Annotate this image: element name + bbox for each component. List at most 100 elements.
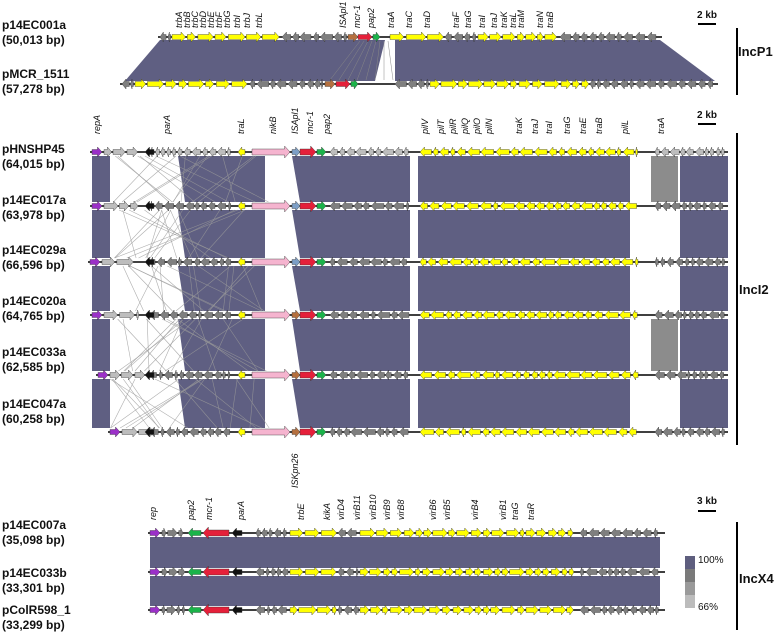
inci2-track-p14ec033a-para: [144, 369, 155, 381]
incp1-track-p14ec001a-gene-yellow: [489, 31, 502, 43]
gene-label-trar: traR: [526, 502, 536, 520]
incx4-track-p14ec007a-gene-yellow: [548, 527, 558, 539]
inci2-cross-link: [188, 209, 221, 259]
inci2-track-phnshp45-gene-lightgrey: [685, 146, 694, 158]
incp1-track-pmcr1511-gene-yellow: [496, 78, 510, 90]
inci2-track-p14ec033a-gene-yellow: [531, 369, 538, 381]
inci2-track-p14ec017a-gene-yellow: [452, 200, 465, 212]
incp1-track-pmcr1511-gene-yellow: [205, 78, 215, 90]
incx4-track-pcolr598-gene-yellow: [390, 604, 403, 616]
inci2-track-p14ec029a-gene-yellow: [579, 256, 591, 268]
identity-legend-min-label: 66%: [698, 602, 719, 613]
inci2-track-p14ec017a-gene-yellow: [535, 200, 545, 212]
inci2-track-p14ec033a-gene-yellow: [522, 369, 530, 381]
incp1-track-pmcr1511-gene-grey: [677, 78, 686, 90]
inci2-cross-link: [222, 155, 236, 203]
incp1-track-pmcr1511-gene-yellow: [518, 78, 531, 90]
gene-label-virb1: virB1: [498, 499, 508, 520]
inci2-track-p14ec029a-gene-grey: [200, 256, 210, 268]
inci2-track-p14ec029a-gene-yellow: [449, 256, 462, 268]
inci2-track-p14ec033a-gene-yellow: [419, 369, 432, 381]
incp1-track-pmcr1511-gene-grey: [596, 78, 601, 90]
plasmid-label-p14ec033a: p14EC033a (62,585 bp): [2, 345, 67, 374]
inci2-track-p14ec020a-gene-yellow: [584, 309, 592, 321]
inci2-track-phnshp45-gene-lightgrey: [329, 146, 338, 158]
incx4-track-p14ec007a-gene-grey: [346, 527, 357, 539]
inci2-track-p14ec029a-gene-grey: [358, 256, 370, 268]
inci2-track-p14ec020a-gene-yellow: [504, 309, 516, 321]
inci2-track-p14ec029a-gene-grey: [684, 256, 690, 268]
inci2-cross-link: [149, 209, 183, 259]
inci2-track-phnshp45-gene-lightgrey: [217, 146, 226, 158]
inci2-track-p14ec020a-repa: [91, 309, 103, 321]
inci2-band-c: [680, 156, 728, 202]
inci2-track-phnshp45-nikb: [251, 145, 291, 159]
inci2-track-p14ec047a-gene-grey: [399, 426, 409, 438]
inci2-track-p14ec017a-gene-grey: [393, 200, 404, 212]
inci2-track-phnshp45-isapl1: [291, 146, 301, 158]
incp1-track-pmcr1511-gene-yellow: [147, 78, 164, 90]
inci2-band-left: [92, 319, 110, 371]
inci2-cross-link: [249, 378, 255, 429]
incx4-track-p14ec007a-gene-yellow: [423, 527, 432, 539]
inci2-track-phnshp45-repa: [91, 146, 103, 158]
incx4-track-p14ec033b-gene-grey: [585, 566, 598, 578]
inci2-cross-link: [132, 378, 200, 429]
inci2-cross-link: [121, 155, 177, 203]
gene-label-trbd: trbD: [198, 10, 208, 28]
inci2-track-p14ec047a-gene-yellow: [515, 426, 527, 438]
inci2-track-p14ec020a-gene-grey: [213, 309, 223, 321]
inci2-cross-link: [167, 265, 262, 312]
inci2-track-p14ec047a-gene-grey: [704, 426, 710, 438]
incp1-track-p14ec001a-gene-grey: [605, 31, 616, 43]
inci2-track-p14ec029a-gene-grey: [660, 256, 665, 268]
inci2-track-phnshp45-gene-lightgrey: [346, 146, 355, 158]
gene-label-pilq: pilQ: [460, 118, 470, 135]
gene-label-tran: traN: [535, 10, 545, 28]
inci2-band-c: [680, 379, 728, 428]
inci2-band-left: [92, 210, 110, 258]
inci2-track-p14ec033a-mcr1: [299, 368, 317, 382]
incx4-track-p14ec033b-rep: [149, 566, 161, 578]
inci2-track-p14ec017a-gene-yellow: [419, 200, 428, 212]
inci2-track-p14ec020a-gene-yellow: [593, 309, 603, 321]
incp1-track-p14ec001a-gene-yellow: [197, 31, 214, 43]
inci2-track-p14ec029a-gene-yellow: [462, 256, 472, 268]
identity-legend-swatch: [685, 569, 695, 582]
incx4-track-p14ec007a-gene-yellow: [321, 527, 337, 539]
incp1-track-p14ec001a-gene-yellow: [427, 31, 444, 43]
incx4-track-p14ec033b-gene-yellow: [534, 566, 542, 578]
gene-label-mcr-1: mcr-1: [204, 497, 214, 520]
incx4-track-pcolr598-gene-yellow: [539, 604, 553, 616]
inci2-track-p14ec033a-gene-grey: [329, 369, 338, 381]
gene-label-pilr: pilR: [448, 118, 458, 135]
inci2-track-p14ec033a-gene-yellow: [592, 369, 608, 381]
inci2-track-p14ec047a-gene-grey: [175, 426, 180, 438]
incx4-track-pcolr598-gene-grey: [630, 604, 637, 616]
incx4-track-pcolr598-gene-grey: [266, 604, 270, 616]
inci2-track-p14ec047a-gene-yellow: [460, 426, 466, 438]
incp1-track-p14ec001a-gene-yellow: [544, 31, 557, 43]
inci2-track-p14ec033a-gene-yellow: [501, 369, 514, 381]
inci2-track-p14ec020a-gene-yellow: [452, 309, 461, 321]
inci2-cross-link: [134, 318, 180, 372]
inci2-track-p14ec029a-gene-grey: [157, 256, 165, 268]
gene-label-trbc: trbC: [190, 10, 200, 28]
incp1-track-pmcr1511-gene-grey: [686, 78, 697, 90]
inci2-track-phnshp45-gene-lightgrey: [680, 146, 686, 158]
inci2-track-p14ec017a-gene-grey: [329, 200, 341, 212]
incx4-track-pcolr598-gene-yellow: [404, 604, 414, 616]
inci2-track-p14ec029a-gene-yellow: [569, 256, 580, 268]
incx4-track-pcolr598-gene-grey: [607, 604, 615, 616]
inci2-track-p14ec017a-gene-yellow: [608, 200, 617, 212]
inci2-track-p14ec017a-gene-grey: [353, 200, 362, 212]
inci2-cross-link: [113, 155, 158, 203]
incx4-track-p14ec033b-gene-grey: [651, 566, 659, 578]
inci2-track-p14ec047a-gene-yellow: [490, 426, 501, 438]
inci2-track-p14ec017a-gene-grey: [164, 200, 174, 212]
incx4-track-pcolr598-gene-yellow: [289, 604, 298, 616]
incp1-cross-link: [356, 40, 373, 81]
inci2-track-phnshp45-gene-yellow: [566, 146, 577, 158]
incx4-track-pcolr598-gene-yellow: [413, 604, 428, 616]
